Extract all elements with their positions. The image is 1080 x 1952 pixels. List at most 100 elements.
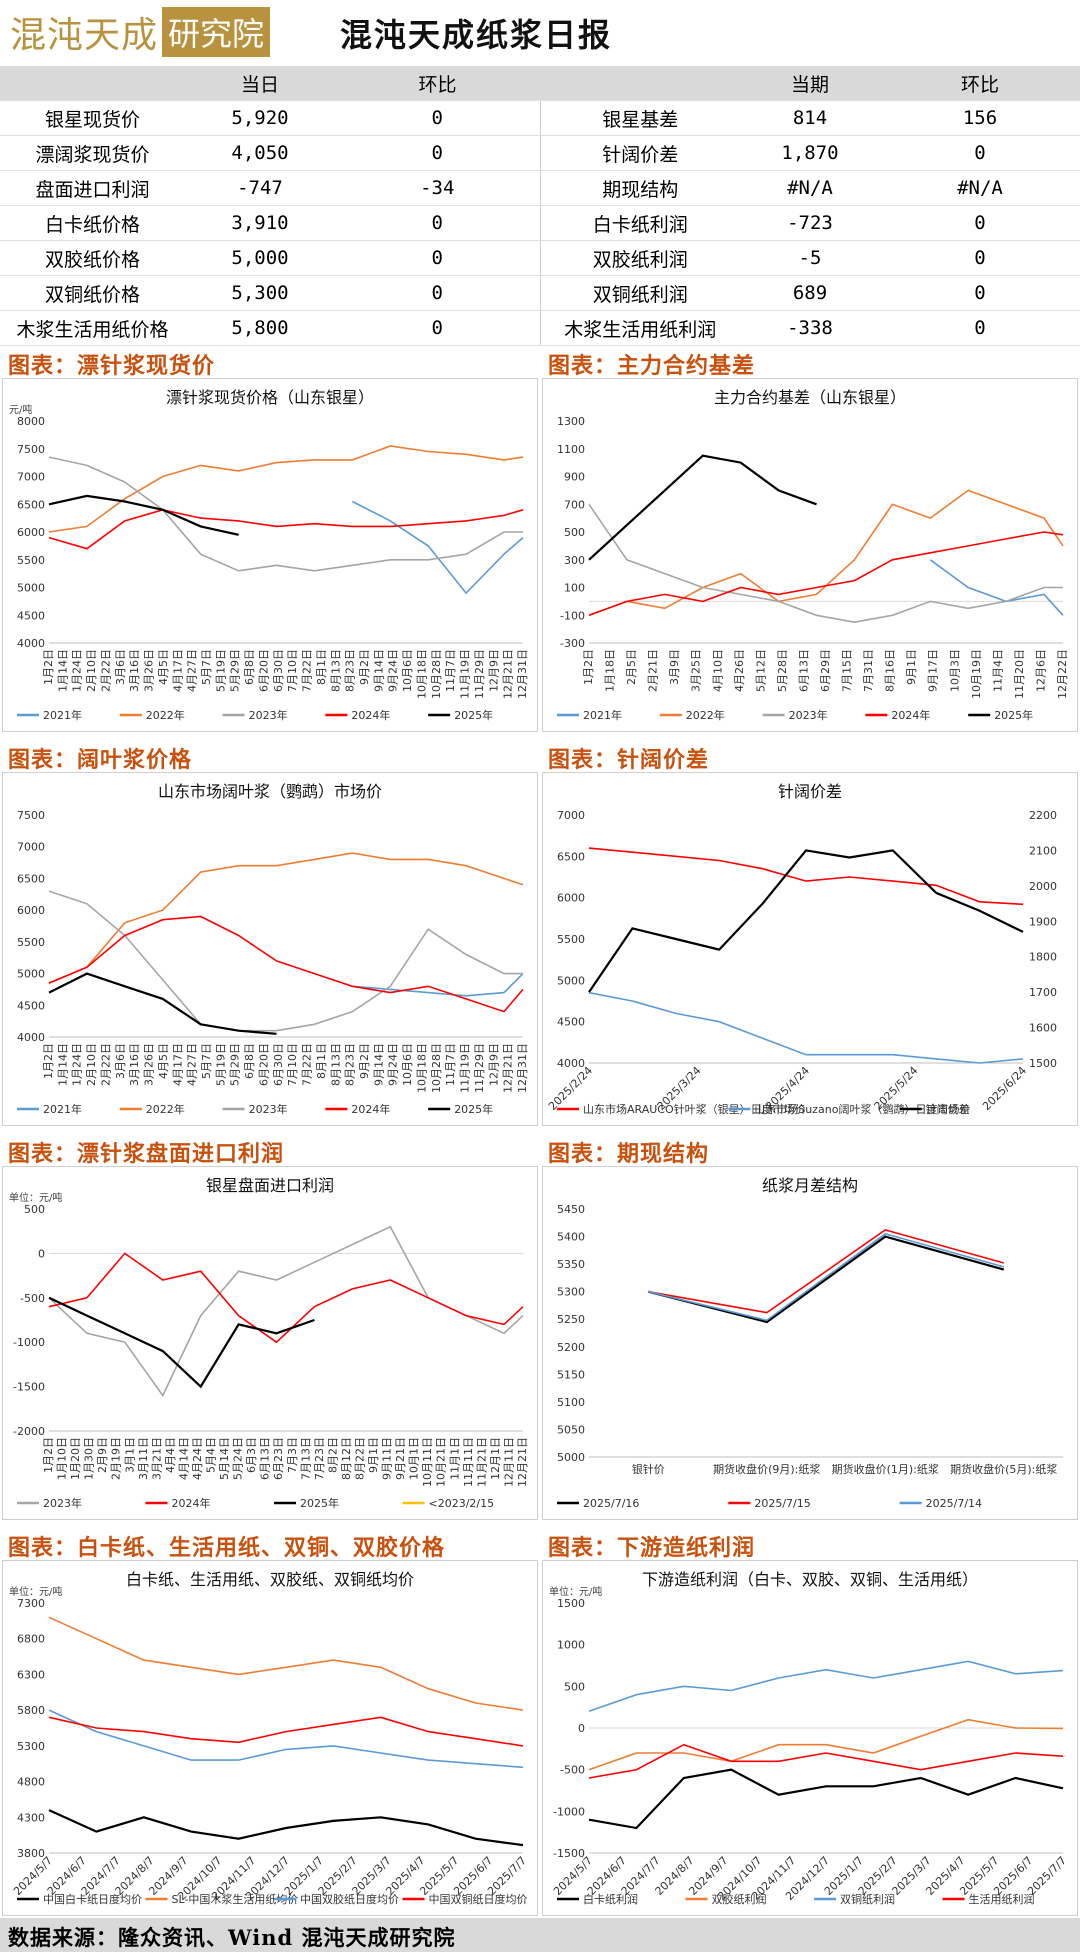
series-line	[588, 503, 1063, 624]
y-tick-label: 5450	[557, 1203, 585, 1216]
summary-cell-l-label: 白卡纸价格	[0, 205, 185, 241]
chart-title: 针阔价差	[778, 782, 842, 801]
y-tick-label: 5350	[557, 1258, 585, 1271]
x-tick-label: 7月22日	[301, 649, 314, 692]
summary-cell-l-val: 4,050	[185, 135, 335, 171]
x-tick-label: 3月26日	[143, 649, 156, 692]
x-tick-label: 5月7日	[200, 649, 213, 685]
y-tick-label: 6800	[17, 1633, 45, 1646]
x-tick-label: 9月14日	[372, 649, 385, 692]
x-tick-label: 9月17日	[927, 649, 940, 692]
x-tick-label: 期货收盘价(1月):纸浆	[832, 1462, 939, 1476]
summary-cell-r-val: -5	[740, 240, 880, 276]
summary-cell-l-chg: -34	[335, 170, 540, 206]
x-tick-label: 3月6日	[114, 1043, 127, 1079]
y-tick-label: 7500	[17, 443, 45, 456]
y-tick-label: 5500	[17, 554, 45, 567]
y-tick-label: 5400	[557, 1231, 585, 1244]
y-axis-unit: 单位：元/吨	[9, 1585, 62, 1598]
chart-softwood-spot: 漂针浆现货价格（山东银星） 元/吨 4000 4500 5000 5500 6000 6500…	[9, 388, 529, 722]
chart-term-structure: 纸浆月差结构 5000 5050 5100 5150 5200 5250 5300 5350 54…	[557, 1176, 1063, 1510]
summary-cell-r-label: 木浆生活用纸利润	[539, 310, 740, 346]
series-line	[48, 1716, 524, 1747]
y-axis-unit: 单位：元/吨	[9, 1191, 62, 1204]
x-tick-label: 12月1日	[489, 1437, 502, 1480]
x-tick-label: 12月9日	[487, 1043, 500, 1086]
legend-label: 双铜纸利润	[840, 1892, 895, 1906]
legend-label: <2023/2/15	[429, 1497, 495, 1510]
x-tick-label: 4月17日	[171, 1043, 184, 1086]
x-tick-label: 9月2日	[358, 1043, 371, 1079]
summary-cell-l-chg: 0	[335, 100, 540, 136]
col-today: 当日	[185, 66, 335, 101]
x-tick-label: 4月27日	[186, 1043, 199, 1086]
x-tick-label: 1月2日	[42, 1437, 55, 1473]
summary-cell-l-chg: 0	[335, 275, 540, 311]
x-tick-label: 7月3日	[286, 1437, 299, 1473]
legend-label: 双胶纸利润	[712, 1892, 767, 1906]
series-line	[48, 445, 524, 533]
x-tick-label: 3月11日	[137, 1437, 150, 1480]
series-line	[648, 1232, 1005, 1322]
series-line	[588, 849, 1024, 993]
section-title: 图表：阔叶浆价格	[8, 747, 193, 773]
x-tick-label: 4月26日	[733, 649, 746, 692]
legend-label: 山东市场Suzano阔叶浆（鹦鹉）日度市场价	[754, 1102, 970, 1116]
x-tick-label: 10月11日	[421, 1437, 434, 1487]
x-tick-label: 5月19日	[214, 1043, 227, 1086]
summary-cell-l-val: 5,000	[185, 240, 335, 276]
y-tick-label: 300	[564, 554, 585, 567]
x-tick-label: 2月22日	[99, 1043, 112, 1086]
x-tick-label: 8月23日	[344, 1043, 357, 1086]
y2-tick-label: 1500	[1029, 1057, 1057, 1070]
x-tick-label: 10月18日	[415, 1043, 428, 1093]
summary-cell-l-val: -747	[185, 170, 335, 206]
section-title: 图表：漂针浆现货价	[8, 353, 216, 379]
summary-row: 盘面进口利润 -747 -34 期现结构 #N/A #N/A	[0, 170, 1080, 206]
x-tick-label: 12月22日	[1056, 649, 1069, 699]
x-tick-label: 5月7日	[200, 1043, 213, 1079]
legend-label: 生活用纸利润	[969, 1892, 1035, 1906]
section-title: 图表：白卡纸、生活用纸、双铜、双胶价格	[8, 1535, 446, 1561]
summary-cell-r-chg: 156	[880, 100, 1080, 136]
x-tick-label: 1月20日	[69, 1437, 82, 1480]
x-tick-label: 11月29日	[473, 1043, 486, 1093]
summary-cell-r-val: 689	[740, 275, 880, 311]
x-tick-label: 8月16日	[884, 649, 897, 692]
brand-logo: 混沌天成 研究院	[10, 7, 271, 57]
x-tick-label: 6月23日	[272, 1437, 285, 1480]
series-line	[48, 1616, 524, 1711]
chart-hardwood: 山东市场阔叶浆（鹦鹉）市场价 4000 4500 5000 5500 6000 6500 70…	[17, 782, 529, 1116]
y-tick-label: 4500	[17, 999, 45, 1012]
section-title: 图表：漂针浆盘面进口利润	[8, 1141, 285, 1167]
summary-cell-l-val: 5,920	[185, 100, 335, 136]
legend-label: 2023年	[789, 708, 828, 722]
x-tick-label: 1月24日	[71, 649, 84, 692]
y-tick-label: 1300	[557, 415, 585, 428]
x-tick-label: 2月10日	[85, 649, 98, 692]
logo-text: 混沌天成	[10, 15, 159, 56]
legend-label: 2025年	[994, 708, 1033, 722]
summary-cell-l-label: 双铜纸价格	[0, 275, 185, 311]
chart-title: 下游造纸利润（白卡、双胶、双铜、生活用纸）	[642, 1570, 978, 1589]
y-tick-label: -1500	[13, 1381, 45, 1394]
x-tick-label: 12月21日	[502, 649, 515, 699]
x-tick-label: 7月23日	[313, 1437, 326, 1480]
y-tick-label: 0	[578, 1722, 585, 1735]
x-tick-label: 8月23日	[344, 649, 357, 692]
legend-label: 中国双铜纸日度均价	[429, 1892, 528, 1906]
x-tick-label: 6月13日	[259, 1437, 272, 1480]
x-tick-label: 6月8日	[243, 1043, 256, 1079]
y2-tick-label: 2200	[1029, 809, 1057, 822]
x-tick-label: 6月20日	[257, 649, 270, 692]
x-tick-label: 3月16日	[128, 649, 141, 692]
y-tick-label: 1000	[557, 1639, 585, 1652]
chart-panel-hardwood: 山东市场阔叶浆（鹦鹉）市场价 4000 4500 5000 5500 6000 6500 70…	[2, 772, 538, 1126]
series-line	[48, 915, 524, 1013]
x-tick-label: 5月19日	[214, 649, 227, 692]
y-tick-label: 500	[24, 1203, 45, 1216]
legend-label: 2024年	[351, 708, 390, 722]
y-axis-unit: 单位：元/吨	[549, 1585, 602, 1598]
summary-cell-r-val: -338	[740, 310, 880, 346]
